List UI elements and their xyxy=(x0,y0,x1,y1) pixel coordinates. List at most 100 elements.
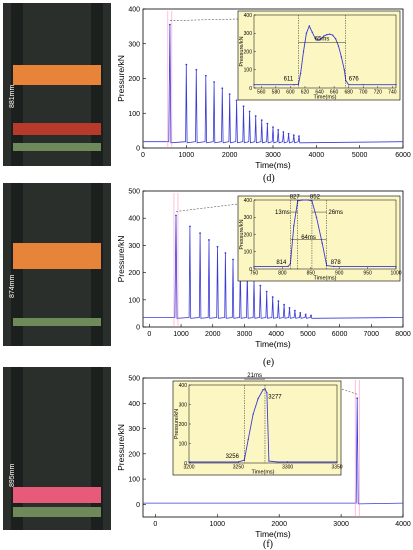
inset-x-tick-label: 750 xyxy=(250,271,259,277)
x-tick-label: 4000 xyxy=(395,521,411,528)
y-tick-label: 100 xyxy=(128,111,140,118)
peak-point xyxy=(228,93,231,96)
inset-leader xyxy=(169,18,239,21)
peak-point xyxy=(208,239,210,241)
peak-point xyxy=(293,309,296,312)
inset-x-tick-label: 950 xyxy=(363,271,372,277)
x-axis-label: Time(ms) xyxy=(255,529,291,539)
peak-point xyxy=(195,68,198,71)
x-tick-label: 0 xyxy=(153,521,157,528)
inset-x-tick-label: 850 xyxy=(307,271,316,277)
y-tick-label: 100 xyxy=(128,477,140,484)
inset-x-tick-label: 900 xyxy=(335,271,344,277)
peak-point xyxy=(259,284,262,287)
duration-label: 64ms xyxy=(301,235,316,241)
peak-point xyxy=(224,252,227,254)
peak-point xyxy=(277,129,280,131)
t4-label: 878 xyxy=(331,260,342,266)
duration-label: 21ms xyxy=(247,373,262,379)
y-tick-label: 200 xyxy=(128,76,140,83)
y-tick-label: 400 xyxy=(128,7,140,14)
peak-point xyxy=(213,81,215,83)
peak-point xyxy=(272,126,274,129)
x-axis-label: Time(ms) xyxy=(255,339,291,349)
x-tick-label: 1000 xyxy=(173,331,189,338)
series-line-1 xyxy=(143,215,404,319)
x-tick-label: 7000 xyxy=(364,331,380,338)
x-tick-label: 2000 xyxy=(205,331,221,338)
inset-point xyxy=(395,265,397,268)
y-tick-label: 200 xyxy=(128,451,140,458)
inset-point xyxy=(314,37,316,40)
inset-point xyxy=(340,56,343,58)
inset-y-tick-label: 300 xyxy=(244,31,253,37)
inset-y-tick-label: 400 xyxy=(244,198,253,204)
rig-photo-d: 881mm xyxy=(3,3,111,166)
inset-point xyxy=(331,34,334,36)
inset-x-tick-label: 700 xyxy=(359,90,368,96)
inset-point xyxy=(293,84,295,86)
y-axis-label: Pressure/kN xyxy=(116,424,126,471)
peak-point xyxy=(175,214,177,217)
inset-point xyxy=(299,72,302,75)
y-tick-label: 0 xyxy=(136,325,140,332)
peak-point xyxy=(216,245,219,248)
inset-y-tick-label: 300 xyxy=(244,215,253,221)
inset-point xyxy=(237,461,240,463)
peak-point xyxy=(185,63,188,66)
peak-point xyxy=(189,225,191,228)
inset-point xyxy=(302,50,305,53)
inset-point xyxy=(337,45,340,47)
inset-x-tick-label: 560 xyxy=(257,90,266,96)
end-time-label: 676 xyxy=(349,77,360,83)
inset-y-tick-label: 100 xyxy=(179,441,188,447)
inset-point xyxy=(321,242,323,244)
inset-point xyxy=(308,25,311,27)
x-tick-label: 1000 xyxy=(179,152,195,159)
inset-point xyxy=(326,34,328,36)
inset-point xyxy=(247,438,249,441)
y-tick-label: 300 xyxy=(128,426,140,433)
inset-point xyxy=(253,265,255,268)
x-tick-label: 2000 xyxy=(271,521,287,528)
inset-point xyxy=(252,413,254,415)
y-tick-label: 100 xyxy=(128,297,140,304)
y-tick-label: 0 xyxy=(136,502,140,509)
inset-leader xyxy=(340,388,358,395)
inset-point xyxy=(253,84,255,86)
inset-point xyxy=(305,32,308,34)
y-tick-label: 0 xyxy=(136,146,140,153)
inset-series-line-2 xyxy=(189,388,337,463)
inset-point xyxy=(336,461,338,463)
y-tick-label: 300 xyxy=(128,243,140,250)
peak-point xyxy=(260,119,263,122)
peak-point xyxy=(254,115,257,117)
inset-x-tick-label: 660 xyxy=(330,90,339,96)
inset-y-tick-label: 0 xyxy=(249,267,252,273)
inset-y-tick-label: 100 xyxy=(244,250,253,256)
caption-d: (d) xyxy=(263,173,275,184)
inset-x-tick-label: 800 xyxy=(278,271,287,277)
inset-frame-0 xyxy=(237,10,401,101)
peak-point xyxy=(287,132,290,135)
t2-label: 827 xyxy=(290,194,301,200)
inset-x-tick-label: 1000 xyxy=(390,271,401,277)
inset-point xyxy=(277,461,279,463)
duration-label: 65ms xyxy=(315,36,330,42)
x-tick-label: 2000 xyxy=(222,152,238,159)
y-axis-label: Pressure/kN xyxy=(116,236,126,283)
inset-x-tick-label: 3300 xyxy=(282,465,293,471)
peak-point xyxy=(266,122,269,125)
y-tick-label: 400 xyxy=(128,216,140,223)
x-tick-label: 3000 xyxy=(333,521,349,528)
inset-x-tick-label: 600 xyxy=(286,90,295,96)
inset-point xyxy=(395,84,397,86)
inset-point xyxy=(320,38,322,40)
inset-point xyxy=(257,397,259,400)
y-tick-label: 500 xyxy=(128,189,140,196)
fall-label: 26ms xyxy=(328,210,343,216)
y-tick-label: 400 xyxy=(128,401,140,408)
x-axis-label: Time(ms) xyxy=(255,160,291,170)
peak-point xyxy=(288,307,291,309)
